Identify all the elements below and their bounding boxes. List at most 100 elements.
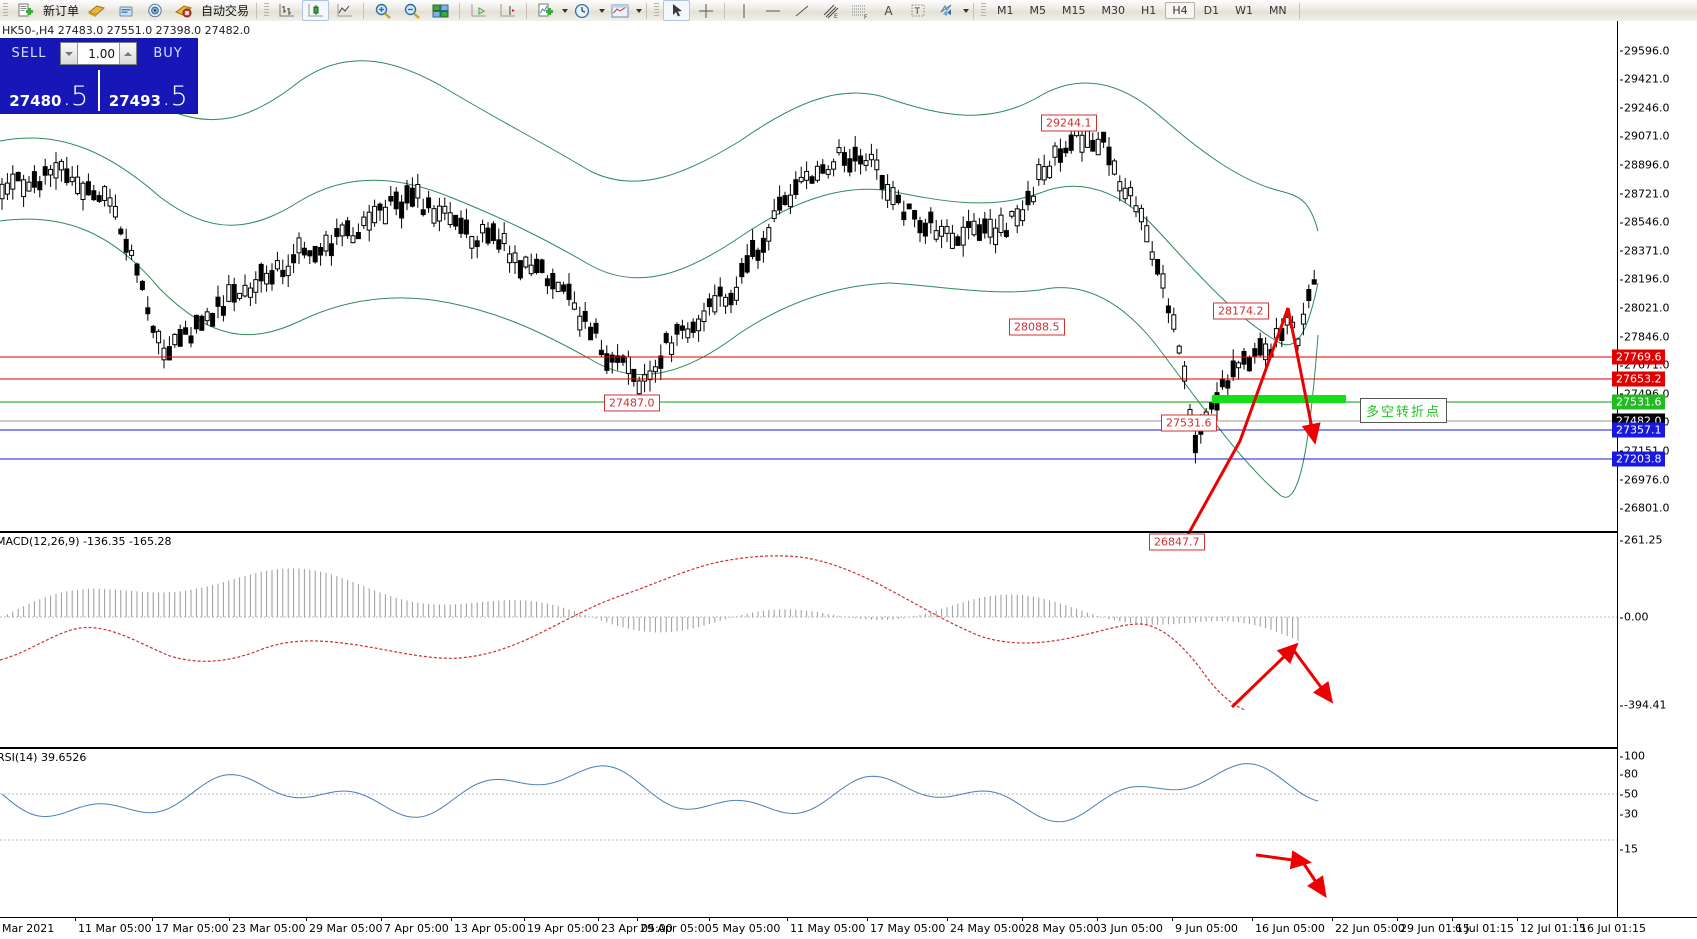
indicators-icon[interactable] [532,0,559,21]
timeframe-mn[interactable]: MN [1268,4,1287,17]
time-tick-4: 29 Mar 05:00 [305,917,383,935]
templates-icon[interactable] [606,0,633,21]
hline-icon[interactable] [759,0,786,21]
rsi-tick-50: 50 [1620,787,1638,801]
time-scale[interactable]: Mar 2021 11 Mar 05:00 17 Mar 05:00 23 Mar 0… [0,917,1697,939]
timeframe-h1[interactable]: H1 [1141,4,1157,17]
time-tick-7: 19 Apr 05:00 [524,917,599,935]
zoom-out-icon[interactable] [398,0,425,21]
level-tag-27357-1[interactable]: 27357.1 [1612,422,1665,438]
objects-dropdown-icon[interactable] [963,8,970,13]
rsi-tick-100: 100 [1620,749,1645,763]
time-tick-15: 3 Jun 05:00 [1097,917,1163,935]
timeframe-m5[interactable]: M5 [1029,4,1047,17]
trend-reversal-note[interactable]: 多空转折点 [1360,398,1448,423]
level-tag-27769-6[interactable]: 27769.6 [1612,349,1665,365]
rsi-tick-80: 80 [1620,767,1638,781]
time-tick-17: 16 Jun 05:00 [1252,917,1325,935]
volume-value[interactable]: 1.00 [88,46,115,61]
toolbar-separator-2 [363,2,365,19]
macd-tick-0: 261.25 [1620,533,1663,547]
macd-panel-separator-b [0,532,1618,533]
time-tick-3: 23 Mar 05:00 [228,917,306,935]
price-label-27531-6[interactable]: 27531.6 [1161,414,1217,432]
crosshair-icon[interactable] [692,0,719,21]
time-tick-20: 6 Jul 01:15 [1452,917,1514,935]
toolbar-separator-6 [724,2,726,19]
sell-price[interactable]: 27480 .5 [0,68,98,113]
volume-decrement-button[interactable] [61,43,78,64]
timeframe-d1[interactable]: D1 [1203,4,1220,17]
line-chart-icon[interactable] [331,0,358,21]
navigator-icon[interactable] [141,0,168,21]
time-tick-19: 29 Jun 01:15 [1397,917,1470,935]
toolbar-grip-3[interactable] [654,3,660,18]
equidistant-channel-icon[interactable]: E [817,0,844,21]
bar-chart-icon[interactable] [273,0,300,21]
price-tick-26801-0: 26801.0 [1620,501,1670,515]
toolbar-separator-7 [973,2,975,19]
cursor-icon[interactable] [663,0,691,21]
price-scale[interactable]: 29596.0 29421.0 29246.0 29071.0 28896.0 28721… [1612,21,1697,939]
price-label-29244-1[interactable]: 29244.1 [1041,114,1097,132]
level-tag-27203-8[interactable]: 27203.8 [1612,451,1665,467]
buy-price-int: 27493 [108,92,161,110]
price-tick-28371-0: 28371.0 [1620,244,1670,258]
toolbar-grip-2[interactable] [264,3,270,18]
rsi-panel-separator [0,747,1618,748]
text-icon[interactable]: A [884,3,893,18]
vline-icon[interactable] [730,0,757,21]
sell-button[interactable]: SELL [11,46,47,61]
fibonacci-icon[interactable]: F [846,0,873,21]
candlestick-icon[interactable] [302,0,330,21]
templates-dropdown-icon[interactable] [636,8,643,13]
time-tick-13: 24 May 05:00 [946,917,1026,935]
level-tag-27531-6[interactable]: 27531.6 [1612,394,1665,410]
chart-area[interactable]: HK50-,H4 27483.0 27551.0 27398.0 27482.0… [0,21,1697,939]
zoom-in-icon[interactable] [369,0,396,21]
new-order-icon[interactable] [12,0,39,21]
time-tick-5: 7 Apr 05:00 [381,917,449,935]
volume-increment-button[interactable] [119,43,136,64]
autotrading-icon[interactable] [170,0,197,21]
autotrading-label[interactable]: 自动交易 [201,4,250,18]
sell-price-int: 27480 [9,92,62,110]
macd-tick-1: 0.00 [1620,610,1649,624]
tile-windows-icon[interactable] [427,0,454,21]
volume-stepper[interactable]: 1.00 [60,42,137,65]
price-tick-29421-0: 29421.0 [1620,72,1670,86]
timeframe-w1[interactable]: W1 [1235,4,1253,17]
price-label-28088-5[interactable]: 28088.5 [1009,318,1065,336]
toolbar-separator-8 [1298,2,1300,19]
timeframe-m30[interactable]: M30 [1101,4,1126,17]
buy-button[interactable]: BUY [153,46,183,61]
toolbar-grip[interactable] [3,3,8,18]
svg-text:T: T [913,7,920,17]
toolbar-separator [256,2,258,19]
one-click-trade-panel[interactable]: SELL 1.00 BUY 27480 .5 27493 .5 [0,39,197,113]
timeframe-m15[interactable]: M15 [1062,4,1086,17]
objects-list-icon[interactable] [933,0,960,21]
buy-price[interactable]: 27493 .5 [100,68,198,113]
time-tick-14: 28 May 05:00 [1021,917,1101,935]
price-label-26847-7[interactable]: 26847.7 [1149,533,1205,551]
time-tick-16: 9 Jun 05:00 [1172,917,1238,935]
auto-scroll-icon[interactable] [494,0,521,21]
new-order-label[interactable]: 新订单 [43,4,80,18]
price-label-28174-2[interactable]: 28174.2 [1213,302,1269,320]
timeframe-h4[interactable]: H4 [1165,2,1195,19]
buy-price-frac: .5 [161,81,188,113]
chart-shift-icon[interactable] [465,0,492,21]
timeframe-m1[interactable]: M1 [997,4,1014,17]
expert-advisor-icon[interactable] [83,0,110,21]
trendline-icon[interactable] [788,0,815,21]
indicators-dropdown-icon[interactable] [562,8,569,13]
rsi-panel-separator-b [0,748,1618,749]
periods-dropdown-icon[interactable] [599,8,606,13]
price-label-27487-0[interactable]: 27487.0 [604,394,660,412]
data-window-icon[interactable] [112,0,139,21]
level-tag-27653-2[interactable]: 27653.2 [1612,371,1665,387]
label-icon[interactable]: T [904,0,931,21]
toolbar-grip-4[interactable] [981,3,987,18]
periods-icon[interactable] [569,0,596,21]
